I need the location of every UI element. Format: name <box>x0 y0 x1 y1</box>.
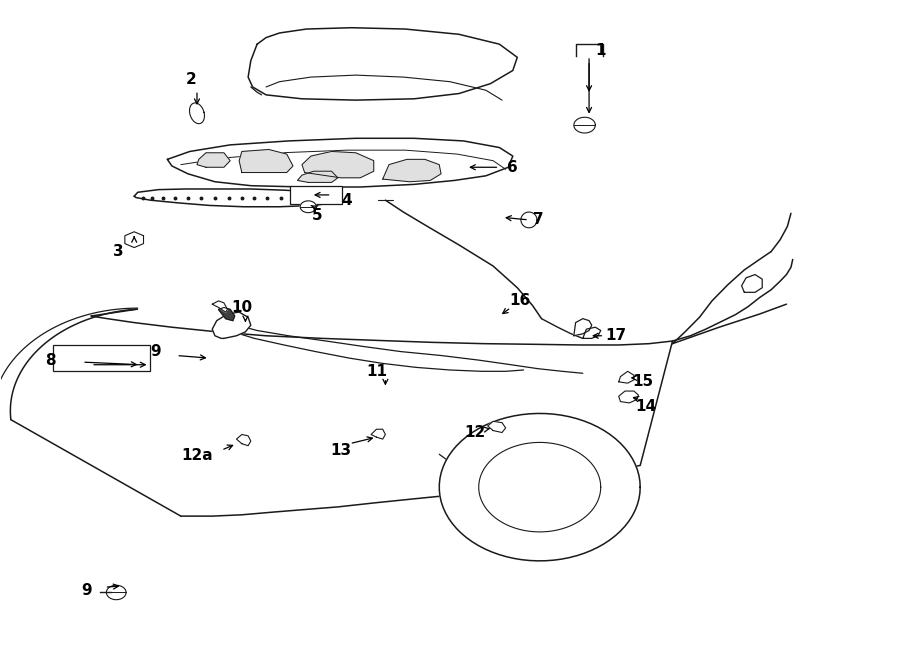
Polygon shape <box>212 301 228 312</box>
Text: 13: 13 <box>330 443 351 458</box>
Text: 9: 9 <box>81 583 92 598</box>
Polygon shape <box>371 429 385 439</box>
Polygon shape <box>618 391 638 403</box>
Text: 6: 6 <box>508 160 518 175</box>
Text: 11: 11 <box>366 364 387 379</box>
Polygon shape <box>301 201 316 213</box>
Polygon shape <box>618 371 634 383</box>
Text: 2: 2 <box>186 71 197 87</box>
Text: 12a: 12a <box>181 448 212 463</box>
Text: 17: 17 <box>606 329 626 343</box>
Text: 14: 14 <box>635 399 656 414</box>
Polygon shape <box>488 421 506 432</box>
Polygon shape <box>574 117 596 133</box>
Polygon shape <box>239 149 293 173</box>
Polygon shape <box>167 138 513 187</box>
Polygon shape <box>197 153 230 167</box>
Polygon shape <box>106 585 126 600</box>
Text: 1: 1 <box>596 43 606 58</box>
Polygon shape <box>302 151 374 178</box>
Polygon shape <box>125 232 143 248</box>
Text: 12: 12 <box>464 425 486 440</box>
Polygon shape <box>574 319 592 336</box>
Bar <box>53 345 150 371</box>
Text: 5: 5 <box>312 208 322 223</box>
Polygon shape <box>439 413 640 561</box>
Polygon shape <box>212 312 251 338</box>
Text: 3: 3 <box>112 244 123 259</box>
Text: 10: 10 <box>231 300 252 315</box>
Polygon shape <box>742 274 762 292</box>
Text: 15: 15 <box>633 374 653 389</box>
Polygon shape <box>382 159 441 182</box>
Polygon shape <box>248 28 518 100</box>
Polygon shape <box>298 171 338 182</box>
Polygon shape <box>583 327 600 338</box>
Polygon shape <box>521 212 537 228</box>
Polygon shape <box>190 103 204 124</box>
Polygon shape <box>219 307 235 321</box>
Text: 9: 9 <box>150 344 161 359</box>
Polygon shape <box>134 189 335 207</box>
Text: 8: 8 <box>45 352 56 368</box>
Bar <box>291 186 342 204</box>
Polygon shape <box>237 434 251 446</box>
Text: 16: 16 <box>509 293 531 309</box>
Text: 7: 7 <box>533 212 544 227</box>
Text: 4: 4 <box>341 192 352 208</box>
